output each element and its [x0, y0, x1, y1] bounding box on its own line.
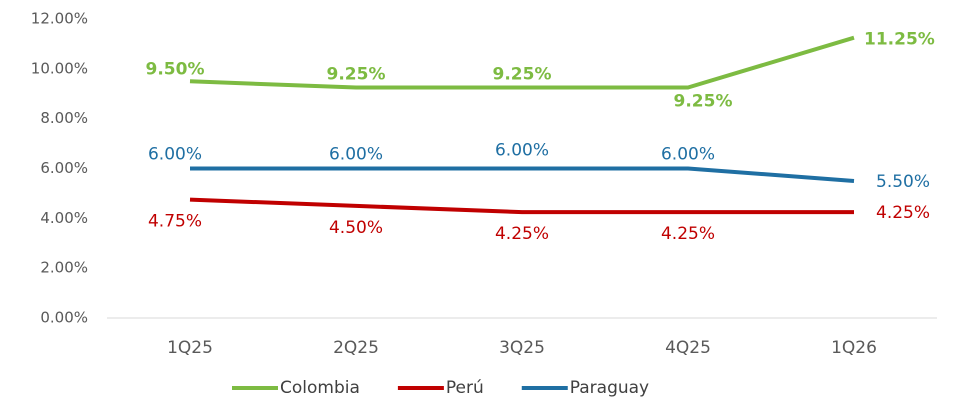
- y-tick-label: 10.00%: [31, 59, 88, 77]
- x-tick-label: 4Q25: [665, 338, 711, 358]
- data-label: 6.00%: [495, 141, 549, 161]
- data-label: 4.50%: [329, 218, 383, 238]
- data-label: 9.25%: [493, 65, 552, 85]
- data-label: 9.25%: [674, 92, 733, 112]
- y-tick-label: 6.00%: [40, 159, 88, 177]
- x-tick-label: 1Q26: [831, 338, 877, 358]
- series-line: [190, 166, 855, 183]
- data-label: 11.25%: [864, 30, 935, 50]
- x-tick-label: 1Q25: [167, 338, 213, 358]
- x-tick-label: 2Q25: [333, 338, 379, 358]
- legend-label: Perú: [446, 378, 484, 398]
- data-label: 4.25%: [876, 203, 930, 223]
- data-label: 4.25%: [495, 224, 549, 244]
- y-tick-label: 0.00%: [40, 309, 88, 327]
- data-label: 9.25%: [327, 65, 386, 85]
- data-label: 4.75%: [148, 212, 202, 232]
- data-label: 5.50%: [876, 172, 930, 192]
- data-label: 4.25%: [661, 224, 715, 244]
- x-tick-label: 3Q25: [499, 338, 545, 358]
- legend-label: Colombia: [280, 378, 360, 398]
- data-label: 6.00%: [661, 145, 715, 165]
- series-line: [189, 197, 854, 215]
- y-tick-label: 4.00%: [40, 209, 88, 227]
- y-tick-label: 12.00%: [31, 10, 88, 28]
- y-tick-label: 2.00%: [40, 259, 88, 277]
- data-label: 6.00%: [148, 145, 202, 165]
- legend-label: Paraguay: [570, 378, 649, 398]
- series-line: [189, 35, 855, 90]
- data-label: 9.50%: [146, 59, 205, 79]
- y-tick-label: 8.00%: [40, 109, 88, 127]
- data-label: 6.00%: [329, 145, 383, 165]
